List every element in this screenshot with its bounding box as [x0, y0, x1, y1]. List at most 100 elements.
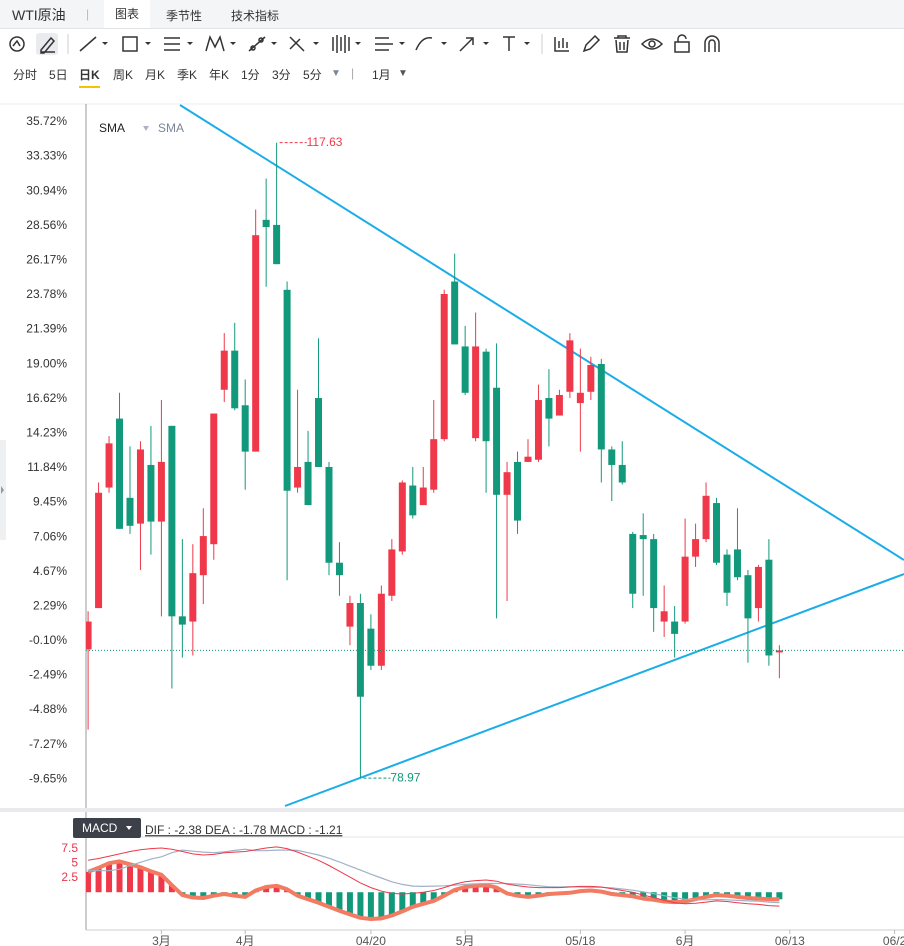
- tool-icon[interactable]: [640, 38, 664, 50]
- candle-body: [608, 449, 616, 465]
- x-tick-label: 04/20: [356, 934, 386, 946]
- candle-body: [503, 472, 511, 495]
- trend-line[interactable]: [284, 573, 904, 807]
- tool-icon[interactable]: [205, 34, 236, 52]
- histogram-bar: [106, 863, 113, 893]
- tool-icon[interactable]: [459, 37, 489, 52]
- candle-body: [775, 650, 783, 653]
- tool-icon[interactable]: [704, 35, 720, 52]
- candle-body: [629, 533, 637, 594]
- candle-body: [136, 449, 144, 524]
- candle-body: [440, 294, 448, 440]
- timeframe[interactable]: 1分: [241, 68, 260, 82]
- histogram-bar: [744, 892, 751, 899]
- histogram-bar: [137, 867, 144, 893]
- y-tick-label: 7.06%: [33, 529, 67, 543]
- histogram-bar: [189, 892, 196, 898]
- dropdown-arrow[interactable]: ▼: [331, 68, 341, 79]
- low-price-label: 78.97: [390, 770, 420, 784]
- candle-body: [356, 603, 364, 697]
- candle-body: [597, 363, 605, 450]
- candle-body: [754, 566, 762, 609]
- timeframe[interactable]: 分时: [13, 68, 38, 82]
- timeframe[interactable]: 月K: [145, 68, 166, 82]
- x-tick-label: 05/18: [565, 934, 595, 946]
- histogram-bar: [367, 892, 374, 919]
- candle-body: [733, 549, 741, 578]
- period[interactable]: 1月: [372, 68, 391, 82]
- tool-icon[interactable]: [582, 34, 601, 53]
- high-price-label: 117.63: [307, 135, 343, 149]
- tool-icon[interactable]: [503, 36, 530, 51]
- histogram-bar: [692, 892, 699, 900]
- timeframe[interactable]: 日K: [79, 66, 100, 88]
- dropdown-arrow[interactable]: ▼: [398, 68, 408, 79]
- tool-icon[interactable]: [554, 37, 569, 52]
- y-tick-label: 2.29%: [33, 598, 67, 612]
- x-tick-label: 06/13: [775, 934, 805, 946]
- histogram-bar: [86, 871, 92, 893]
- tool-icon[interactable]: [674, 34, 690, 53]
- candle-body: [451, 281, 459, 345]
- tool-icon[interactable]: [122, 36, 151, 52]
- timeframe[interactable]: 季K: [177, 68, 198, 82]
- candle-body: [252, 235, 260, 452]
- dea-line: [88, 848, 780, 904]
- dropdown-arrow[interactable]: [143, 126, 149, 131]
- tool-icon[interactable]: [332, 35, 361, 53]
- histogram-bar: [420, 892, 427, 904]
- timeframe[interactable]: 年K: [209, 68, 230, 82]
- timeframe[interactable]: 3分: [272, 68, 291, 82]
- candle-body: [713, 503, 721, 563]
- histogram-bar: [325, 892, 332, 907]
- candle-body: [660, 611, 668, 622]
- candle-body: [514, 461, 522, 521]
- trend-line[interactable]: [179, 104, 904, 561]
- candle-body: [482, 351, 490, 442]
- candle-body: [419, 487, 427, 506]
- y-tick-label: -9.65%: [29, 771, 67, 785]
- y-tick-label: 5: [71, 855, 78, 869]
- y-tick-label: -2.49%: [29, 668, 67, 682]
- histogram-bar: [158, 874, 165, 893]
- candle-body: [566, 340, 574, 392]
- candle-body: [744, 575, 752, 619]
- tool-icon[interactable]: [375, 37, 405, 51]
- tool-icon[interactable]: [614, 35, 630, 53]
- histogram-bar: [399, 892, 406, 912]
- candle-body: [157, 461, 165, 522]
- candle-body: [377, 593, 385, 666]
- candle-body: [671, 621, 679, 634]
- candle-body: [210, 413, 218, 545]
- trend-lines: [179, 104, 904, 807]
- timeframe[interactable]: 5分: [303, 68, 322, 82]
- candle-body: [681, 556, 689, 622]
- indicator-button-label[interactable]: MACD: [82, 821, 118, 835]
- candle-body: [241, 405, 249, 452]
- tool-icon[interactable]: [79, 36, 108, 52]
- candle-body: [723, 554, 731, 593]
- indicator-button[interactable]: [73, 818, 141, 838]
- tool-icon[interactable]: [289, 36, 319, 52]
- tool-icon[interactable]: [248, 36, 277, 52]
- y-tick-label: 21.39%: [26, 322, 67, 336]
- histogram-bar: [524, 892, 531, 897]
- tool-icon[interactable]: [164, 37, 193, 51]
- dropdown-arrow[interactable]: [126, 826, 132, 830]
- tab[interactable]: 季节性: [166, 9, 203, 23]
- timeframe[interactable]: 5日: [49, 68, 68, 82]
- y-tick-label: -7.27%: [29, 737, 67, 751]
- tool-icon[interactable]: [9, 36, 25, 52]
- tab[interactable]: 图表: [104, 0, 151, 28]
- panel-separator: [0, 808, 904, 812]
- timeframe[interactable]: 周K: [113, 68, 134, 82]
- indicator-label: SMA: [158, 121, 184, 135]
- histogram-bar: [430, 892, 437, 901]
- tool-icon[interactable]: [36, 33, 58, 55]
- histogram-bar: [493, 887, 500, 893]
- tool-icon[interactable]: [415, 37, 447, 51]
- instrument-title: WTI原油: [12, 7, 66, 23]
- tab[interactable]: 技术指标: [231, 9, 280, 23]
- candle-body: [555, 394, 563, 416]
